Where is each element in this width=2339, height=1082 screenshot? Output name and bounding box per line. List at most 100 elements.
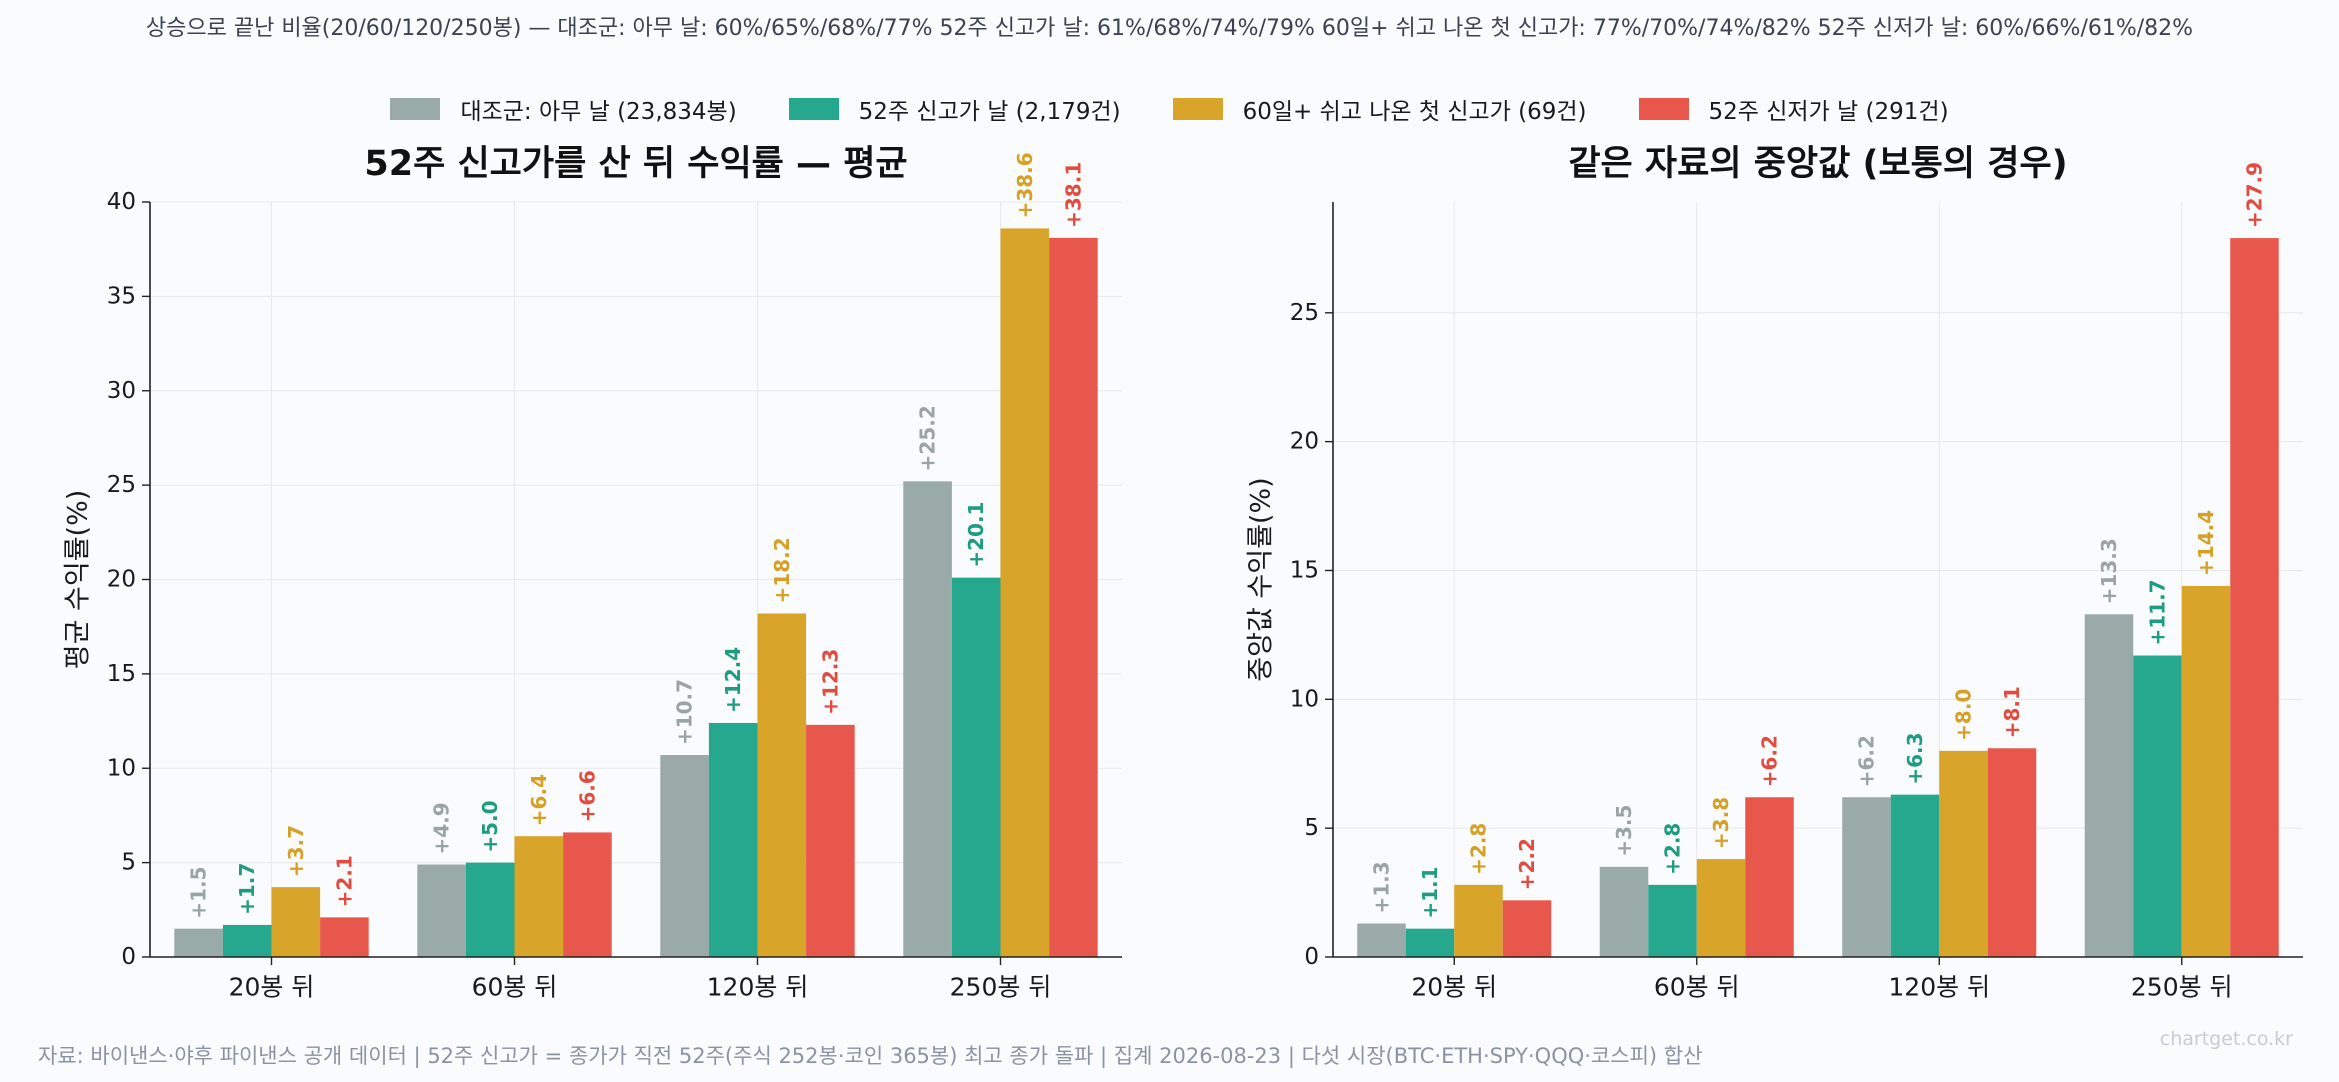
data-label: +6.6 bbox=[575, 770, 599, 822]
y-tick-label: 0 bbox=[121, 944, 136, 970]
bar-control bbox=[1842, 797, 1891, 957]
bar-control bbox=[2084, 614, 2134, 957]
legend-swatch-52w-high bbox=[788, 98, 839, 120]
bar-52w-high bbox=[2133, 655, 2182, 957]
y-tick-label: 25 bbox=[1290, 300, 1319, 326]
data-label: +6.2 bbox=[1855, 735, 1879, 787]
bar-control bbox=[174, 928, 223, 957]
bar-52w-low bbox=[1049, 237, 1098, 958]
legend: 대조군: 아무 날 (23,834봉) 52주 신고가 날 (2,179건) 6… bbox=[0, 92, 2339, 126]
x-tick-label: 60봉 뒤 bbox=[1654, 973, 1740, 1002]
bar-52w-high bbox=[222, 924, 272, 957]
legend-item-52w-low: 52주 신저가 날 (291건) bbox=[1638, 92, 1949, 126]
bar-52w-low bbox=[2230, 238, 2279, 958]
bar-52w-high bbox=[1405, 928, 1455, 957]
bar-52w-low bbox=[1745, 797, 1794, 957]
x-tick-label: 250봉 뒤 bbox=[2131, 973, 2233, 1002]
y-tick-label: 5 bbox=[121, 850, 136, 876]
legend-swatch-first-high-after-rest bbox=[1172, 98, 1223, 120]
bar-52w-low bbox=[1987, 748, 2037, 957]
data-label: +2.1 bbox=[332, 855, 356, 907]
data-label: +5.0 bbox=[478, 800, 502, 852]
data-label: +1.5 bbox=[187, 867, 211, 919]
data-label: +2.2 bbox=[1515, 838, 1539, 890]
bar-52w-high bbox=[1890, 794, 1940, 957]
x-tick-label: 250봉 뒤 bbox=[950, 973, 1052, 1002]
legend-item-first-high-after-rest: 60일+ 쉬고 나온 첫 신고가 (69건) bbox=[1172, 92, 1587, 126]
legend-label-52w-high: 52주 신고가 날 (2,179건) bbox=[858, 99, 1121, 125]
data-label: +2.8 bbox=[1467, 823, 1491, 875]
bar-control bbox=[903, 481, 952, 957]
data-label: +12.4 bbox=[721, 647, 745, 713]
y-tick-label: 20 bbox=[1290, 429, 1319, 455]
watermark: chartget.co.kr bbox=[2159, 1028, 2293, 1050]
legend-label-first-high-after-rest: 60일+ 쉬고 나온 첫 신고가 (69건) bbox=[1242, 99, 1587, 125]
bar-52w-low bbox=[1502, 900, 1552, 957]
data-label: +14.4 bbox=[2194, 510, 2218, 576]
y-axis-label: 평균 수익률(%) bbox=[63, 490, 94, 670]
bar-first-high-after-rest bbox=[1939, 750, 1988, 957]
bar-52w-high bbox=[951, 577, 1001, 957]
y-tick-label: 30 bbox=[107, 378, 136, 404]
y-tick-label: 25 bbox=[107, 472, 136, 498]
data-label: +3.7 bbox=[284, 825, 308, 877]
bar-control bbox=[417, 864, 466, 957]
y-tick-label: 10 bbox=[107, 755, 136, 781]
summary-line: 상승으로 끝난 비율(20/60/120/250봉) — 대조군: 아무 날: … bbox=[145, 16, 2194, 41]
bar-52w-low bbox=[320, 917, 369, 957]
data-label: +38.6 bbox=[1013, 152, 1037, 218]
y-tick-label: 0 bbox=[1304, 944, 1319, 970]
legend-swatch-control bbox=[390, 98, 441, 120]
data-label: +11.7 bbox=[2146, 579, 2170, 645]
data-label: +6.4 bbox=[527, 774, 551, 826]
data-label: +13.3 bbox=[2097, 538, 2121, 604]
bar-52w-high bbox=[1648, 884, 1697, 957]
data-label: +4.9 bbox=[430, 802, 454, 854]
data-label: +20.1 bbox=[964, 502, 988, 568]
data-label: +2.8 bbox=[1661, 823, 1685, 875]
chart-title: 52주 신고가를 산 뒤 수익률 — 평균 bbox=[364, 144, 907, 184]
x-tick-label: 60봉 뒤 bbox=[472, 973, 558, 1002]
bar-first-high-after-rest bbox=[2181, 585, 2231, 957]
bar-52w-high bbox=[465, 862, 515, 957]
bar-52w-low bbox=[563, 832, 612, 957]
data-label: +38.1 bbox=[1061, 162, 1085, 228]
bar-control bbox=[1357, 923, 1406, 957]
data-label: +6.2 bbox=[1758, 735, 1782, 787]
data-label: +12.3 bbox=[818, 649, 842, 715]
y-tick-label: 15 bbox=[107, 661, 136, 687]
data-label: +6.3 bbox=[1903, 732, 1927, 784]
x-tick-label: 20봉 뒤 bbox=[229, 973, 315, 1002]
bar-first-high-after-rest bbox=[1454, 884, 1503, 957]
source-footer: 자료: 바이낸스·야후 파이낸스 공개 데이터 | 52주 신고가 = 종가가 … bbox=[38, 1044, 1703, 1068]
bar-first-high-after-rest bbox=[1000, 228, 1050, 958]
y-tick-label: 10 bbox=[1290, 686, 1319, 712]
y-tick-label: 5 bbox=[1304, 815, 1319, 841]
legend-item-52w-high: 52주 신고가 날 (2,179건) bbox=[788, 92, 1121, 126]
data-label: +3.5 bbox=[1612, 805, 1636, 857]
y-axis-label: 중앙값 수익률(%) bbox=[1246, 477, 1277, 681]
data-label: +1.1 bbox=[1418, 866, 1442, 918]
data-label: +18.2 bbox=[770, 537, 794, 603]
legend-label-control: 대조군: 아무 날 (23,834봉) bbox=[460, 99, 737, 125]
legend-label-52w-low: 52주 신저가 날 (291건) bbox=[1708, 99, 1949, 125]
bar-first-high-after-rest bbox=[757, 613, 807, 957]
data-label: +27.9 bbox=[2243, 162, 2267, 228]
y-tick-label: 20 bbox=[107, 567, 136, 593]
data-label: +8.1 bbox=[2000, 686, 2024, 738]
data-label: +3.8 bbox=[1709, 797, 1733, 849]
data-label: +1.7 bbox=[235, 863, 259, 915]
data-label: +8.0 bbox=[1952, 689, 1976, 741]
bar-first-high-after-rest bbox=[271, 887, 321, 957]
y-tick-label: 15 bbox=[1290, 557, 1319, 583]
chart-title: 같은 자료의 중앙값 (보통의 경우) bbox=[1568, 144, 2067, 184]
data-label: +10.7 bbox=[673, 679, 697, 745]
bar-52w-high bbox=[708, 722, 758, 957]
legend-swatch-52w-low bbox=[1638, 98, 1689, 120]
x-tick-label: 120봉 뒤 bbox=[707, 973, 809, 1002]
bar-first-high-after-rest bbox=[514, 836, 564, 957]
legend-item-control: 대조군: 아무 날 (23,834봉) bbox=[390, 92, 737, 126]
data-label: +1.3 bbox=[1370, 861, 1394, 913]
bar-control bbox=[1599, 866, 1649, 957]
